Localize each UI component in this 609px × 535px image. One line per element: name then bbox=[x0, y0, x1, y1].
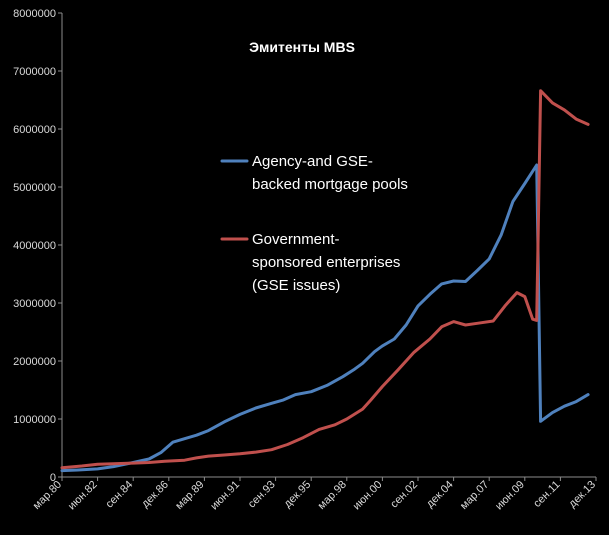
x-tick-label: дек.04 bbox=[424, 479, 456, 511]
legend-label-2: Government-sponsored enterprises (GSE iss… bbox=[252, 231, 400, 294]
x-tick-label: сен.93 bbox=[246, 479, 278, 511]
y-tick-label: 1000000 bbox=[13, 414, 56, 426]
legend-label-1: Agency-and GSE-backed mortgage pools bbox=[252, 153, 408, 193]
x-tick-label: дек.86 bbox=[139, 479, 171, 511]
chart-title: Эмитенты MBS bbox=[249, 39, 355, 55]
x-tick-label: мар.89 bbox=[173, 479, 206, 512]
x-tick-label: июн.91 bbox=[208, 479, 242, 513]
x-tick-label: июн.00 bbox=[351, 479, 385, 513]
x-tick-label: дек.13 bbox=[567, 479, 599, 511]
y-tick-label: 4000000 bbox=[13, 240, 56, 252]
series-line-1 bbox=[60, 163, 590, 473]
y-tick-label: 5000000 bbox=[13, 182, 56, 194]
y-tick-label: 2000000 bbox=[13, 356, 56, 368]
x-tick-label: сен.02 bbox=[388, 479, 420, 511]
x-tick-label: мар.80 bbox=[31, 479, 64, 512]
x-tick-label: дек.95 bbox=[282, 479, 314, 511]
y-tick-label: 6000000 bbox=[13, 124, 56, 136]
x-tick-label: мар.98 bbox=[316, 479, 349, 512]
y-tick-label: 0 bbox=[50, 472, 56, 484]
x-tick-label: мар.07 bbox=[458, 479, 491, 512]
y-tick-label: 7000000 bbox=[13, 66, 56, 78]
series-line-2 bbox=[60, 89, 590, 470]
x-tick-label: июн.09 bbox=[493, 479, 527, 513]
y-tick-label: 3000000 bbox=[13, 298, 56, 310]
x-tick-label: сен.11 bbox=[531, 479, 562, 510]
x-tick-label: сен.84 bbox=[104, 479, 136, 511]
y-tick-label: 8000000 bbox=[13, 8, 56, 20]
x-tick-label: июн.82 bbox=[66, 479, 100, 513]
legend: Agency-and GSE-backed mortgage pools Gove… bbox=[220, 153, 408, 294]
